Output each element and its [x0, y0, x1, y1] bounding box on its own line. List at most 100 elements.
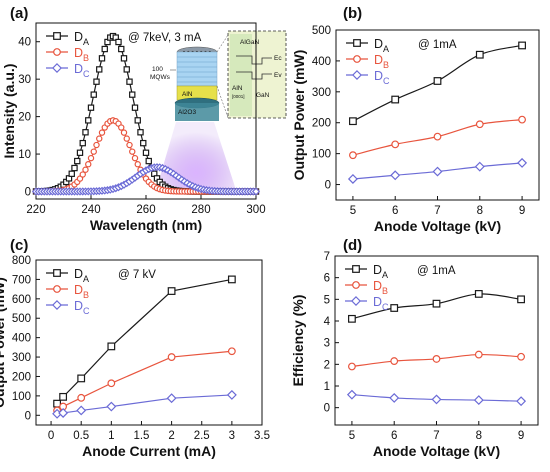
data-point [131, 154, 139, 162]
y-tick-label: 100 [12, 391, 31, 403]
y-tick-label: 0 [25, 187, 31, 199]
data-point [129, 148, 136, 155]
legend-marker [352, 265, 360, 273]
data-point [126, 141, 133, 149]
data-point [226, 389, 237, 400]
data-point [98, 55, 106, 62]
data-point [93, 78, 100, 85]
data-point [517, 157, 528, 168]
data-point [107, 342, 116, 351]
data-point [79, 171, 86, 178]
y-tick-label: 40 [18, 37, 31, 49]
data-point [390, 170, 401, 181]
x-tick-label: 0.5 [73, 430, 89, 442]
legend-marker [352, 70, 362, 80]
y-tick-label: 3 [324, 338, 330, 350]
data-point [120, 55, 128, 62]
data-point [433, 132, 442, 141]
y-tick-label: 200 [312, 118, 331, 130]
inset-mqw-stack [176, 51, 218, 87]
y-tick-label: 2 [324, 359, 330, 371]
legend-entry-dc: DC [373, 295, 389, 312]
data-point [166, 393, 177, 404]
y-tick-label: 200 [12, 371, 31, 383]
inset-substrate-body [175, 103, 219, 121]
y-tick-label: 0 [324, 403, 330, 415]
data-point [348, 362, 356, 371]
y-tick-label: 700 [12, 274, 31, 286]
x-tick-label: 2.5 [194, 430, 210, 442]
inset-label-al2o3: Al2O3 [178, 109, 196, 116]
data-point [391, 95, 400, 104]
data-point [59, 392, 68, 401]
y-tick-label: 500 [12, 313, 31, 325]
x-tick-label: 3 [229, 430, 235, 442]
y-axis-title: Output Power (mW) [0, 277, 7, 408]
x-tick-label: 240 [81, 204, 100, 216]
x-tick-label: 8 [476, 430, 482, 442]
inset-label-gan: GaN [256, 92, 270, 99]
data-point [85, 161, 92, 168]
legend-marker [53, 269, 61, 277]
panel-label: (c) [10, 237, 28, 254]
x-tick-label: 6 [392, 205, 398, 217]
data-point [123, 135, 130, 142]
data-point [390, 357, 399, 365]
x-tick-label: 7 [434, 205, 440, 217]
inset-label-algan: AlGaN [240, 39, 259, 46]
data-point [137, 129, 144, 136]
legend-marker [53, 285, 61, 293]
data-point [473, 395, 484, 406]
data-point [134, 117, 141, 124]
data-point [101, 45, 108, 53]
data-point [474, 290, 483, 298]
data-point [129, 91, 136, 98]
data-point [348, 314, 356, 323]
data-point [76, 149, 84, 156]
data-point [517, 295, 525, 304]
data-point [349, 117, 357, 126]
data-point [346, 389, 357, 400]
x-tick-label: 9 [518, 430, 524, 442]
data-point [79, 139, 86, 147]
x-tick-label: 260 [136, 204, 155, 216]
y-tick-label: 0 [25, 410, 31, 422]
legend-entry-da: DA [374, 37, 389, 54]
data-point [131, 104, 139, 111]
y-tick-label: 30 [18, 74, 31, 86]
data-point [93, 141, 100, 149]
x-tick-label: 5 [350, 205, 356, 217]
y-tick-label: 300 [12, 352, 31, 364]
data-point [227, 347, 236, 356]
data-point [106, 401, 117, 412]
legend-entry-db: DB [373, 279, 388, 296]
legend-entry-da: DA [74, 267, 89, 284]
data-point [77, 374, 86, 383]
data-point [77, 393, 86, 402]
condition-annotation: @ 1mA [417, 265, 456, 277]
data-point [349, 151, 357, 160]
data-point [347, 174, 358, 184]
legend-marker [52, 300, 62, 310]
x-tick-label: 5 [349, 430, 355, 442]
legend-entry-db: DB [74, 283, 89, 300]
data-point [432, 166, 443, 177]
legend-marker [352, 281, 360, 289]
legend-entry-dc: DC [74, 299, 90, 316]
y-tick-label: 0 [325, 180, 331, 192]
data-point [71, 164, 78, 172]
data-point [98, 129, 106, 136]
inset-label-aln: AlN [182, 91, 193, 98]
chart-panel-c: (c) 0 0.5 1 1.5 2 2.5 3 3.5 0 100 200 300 400 500 600 70… [0, 237, 270, 459]
legend-marker [52, 63, 62, 73]
chart-panel-b: (b) 5 6 7 8 9 0 100 200 300 400 500 Anode Voltage (k… [291, 5, 540, 234]
data-point [475, 50, 484, 59]
data-point [76, 405, 87, 416]
y-tick-label: 20 [18, 112, 31, 124]
legend-marker [351, 296, 361, 306]
y-tick-label: 800 [12, 255, 31, 267]
condition-annotation: @ 7 kV [118, 269, 156, 281]
y-tick-label: 1 [324, 381, 330, 393]
